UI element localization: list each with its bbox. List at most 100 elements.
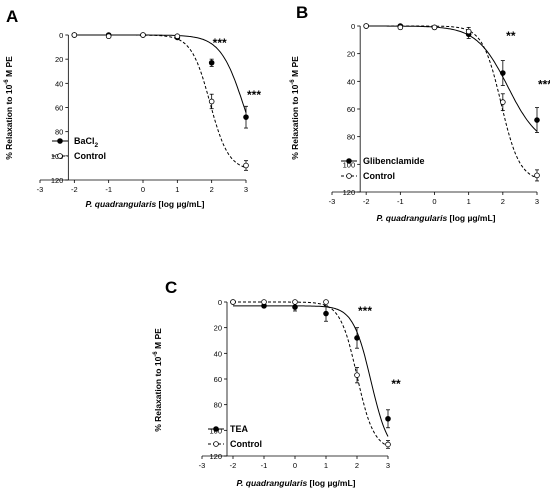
series-control [71, 32, 249, 171]
y-tick-label: 20 [214, 324, 222, 333]
legend-label: Control [230, 439, 262, 449]
x-tick-label: -3 [329, 197, 336, 206]
fit-curve [233, 301, 389, 447]
x-axis-label: P. quadrangularis [log µg/mL] [236, 478, 355, 488]
y-tick-label: 120 [51, 176, 64, 185]
data-point [500, 99, 506, 105]
legend-marker [346, 173, 352, 179]
legend-marker [57, 153, 63, 159]
chart-panel-b: B -3 -2 -1 0 1 2 3 0 20 40 60 80 100 120 P. quadrangula… [290, 3, 550, 223]
data-point [71, 32, 78, 38]
data-point [354, 372, 360, 378]
x-tick-label: -1 [261, 461, 268, 470]
x-tick-label: 1 [467, 197, 471, 206]
data-point [230, 299, 236, 305]
data-point [465, 28, 472, 35]
x-tick-label: -3 [37, 185, 44, 194]
legend-label: Control [363, 171, 395, 181]
y-tick-label: 60 [214, 375, 222, 384]
x-tick-label: 0 [432, 197, 436, 206]
x-tick-label: -1 [397, 197, 404, 206]
data-point [105, 33, 112, 40]
data-point [323, 310, 329, 317]
fit-curve [74, 34, 247, 169]
x-tick-label: 2 [210, 185, 214, 194]
legend-label: Control [74, 151, 106, 161]
data-point [397, 24, 404, 31]
data-point [534, 117, 540, 123]
data-point [208, 98, 215, 105]
y-tick-label: 120 [209, 452, 222, 461]
y-tick-label: 60 [347, 105, 355, 114]
data-point [534, 172, 540, 179]
series-control [230, 299, 391, 449]
series-control [363, 23, 540, 182]
x-tick-label: 3 [535, 197, 539, 206]
y-tick-label: 40 [55, 79, 63, 88]
legend-label: TEA [230, 424, 249, 434]
x-tick-label: -3 [199, 461, 206, 470]
data-point [354, 335, 360, 341]
data-point [292, 304, 298, 310]
y-axis-label: % Relaxation to 10-6 M PE [4, 56, 14, 160]
y-tick-label: 80 [214, 401, 222, 410]
significance-label: *** [538, 77, 550, 91]
legend-label: BaCl2 [74, 136, 99, 149]
data-point [208, 59, 215, 66]
significance-label: ** [506, 29, 516, 43]
series-tea [230, 299, 391, 437]
x-tick-label: 0 [293, 461, 297, 470]
y-tick-label: 80 [347, 133, 355, 142]
data-point [174, 33, 181, 40]
legend-marker [57, 138, 63, 144]
x-tick-label: -1 [105, 185, 112, 194]
significance-label: ** [391, 377, 401, 391]
fit-curve [366, 25, 538, 132]
legend-marker [213, 426, 219, 432]
y-tick-label: 0 [351, 22, 355, 31]
y-tick-label: 80 [55, 128, 63, 137]
data-point [323, 299, 329, 305]
x-tick-label: 3 [244, 185, 248, 194]
legend-label: Glibenclamide [363, 156, 425, 166]
x-tick-label: 1 [175, 185, 179, 194]
y-tick-label: 60 [55, 104, 63, 113]
panel-letter: B [296, 3, 308, 22]
y-tick-label: 0 [59, 31, 63, 40]
y-tick-label: 20 [55, 55, 63, 64]
data-point [500, 70, 506, 76]
panel-letter: C [165, 278, 177, 297]
data-point [140, 32, 146, 38]
y-tick-label: 0 [218, 298, 222, 307]
x-tick-label: -2 [363, 197, 370, 206]
y-tick-label: 120 [343, 188, 356, 197]
x-axis-label: P. quadrangularis [log µg/mL] [376, 213, 495, 223]
significance-label: *** [358, 304, 372, 318]
x-tick-label: 3 [386, 461, 390, 470]
data-point [292, 299, 298, 305]
significance-label: *** [247, 88, 261, 102]
x-tick-label: 2 [355, 461, 359, 470]
x-tick-label: -2 [71, 185, 78, 194]
data-point [431, 24, 438, 31]
fit-curve [366, 25, 538, 179]
legend: Glibenclamide Control [341, 156, 425, 181]
y-tick-label: 40 [347, 77, 355, 86]
x-tick-label: 1 [324, 461, 328, 470]
y-tick-label: 100 [343, 160, 356, 169]
fit-curve [233, 305, 389, 437]
y-tick-label: 40 [214, 349, 222, 358]
significance-label: *** [213, 36, 227, 50]
data-point [243, 162, 249, 169]
data-point [261, 299, 267, 305]
legend-marker [346, 158, 352, 164]
panel-letter: A [6, 7, 18, 26]
legend-marker [213, 441, 219, 447]
data-point [363, 23, 369, 29]
x-axis-label: P. quadrangularis [log µg/mL] [85, 199, 204, 209]
y-tick-label: 20 [347, 50, 355, 59]
legend: BaCl2 Control [52, 136, 106, 161]
